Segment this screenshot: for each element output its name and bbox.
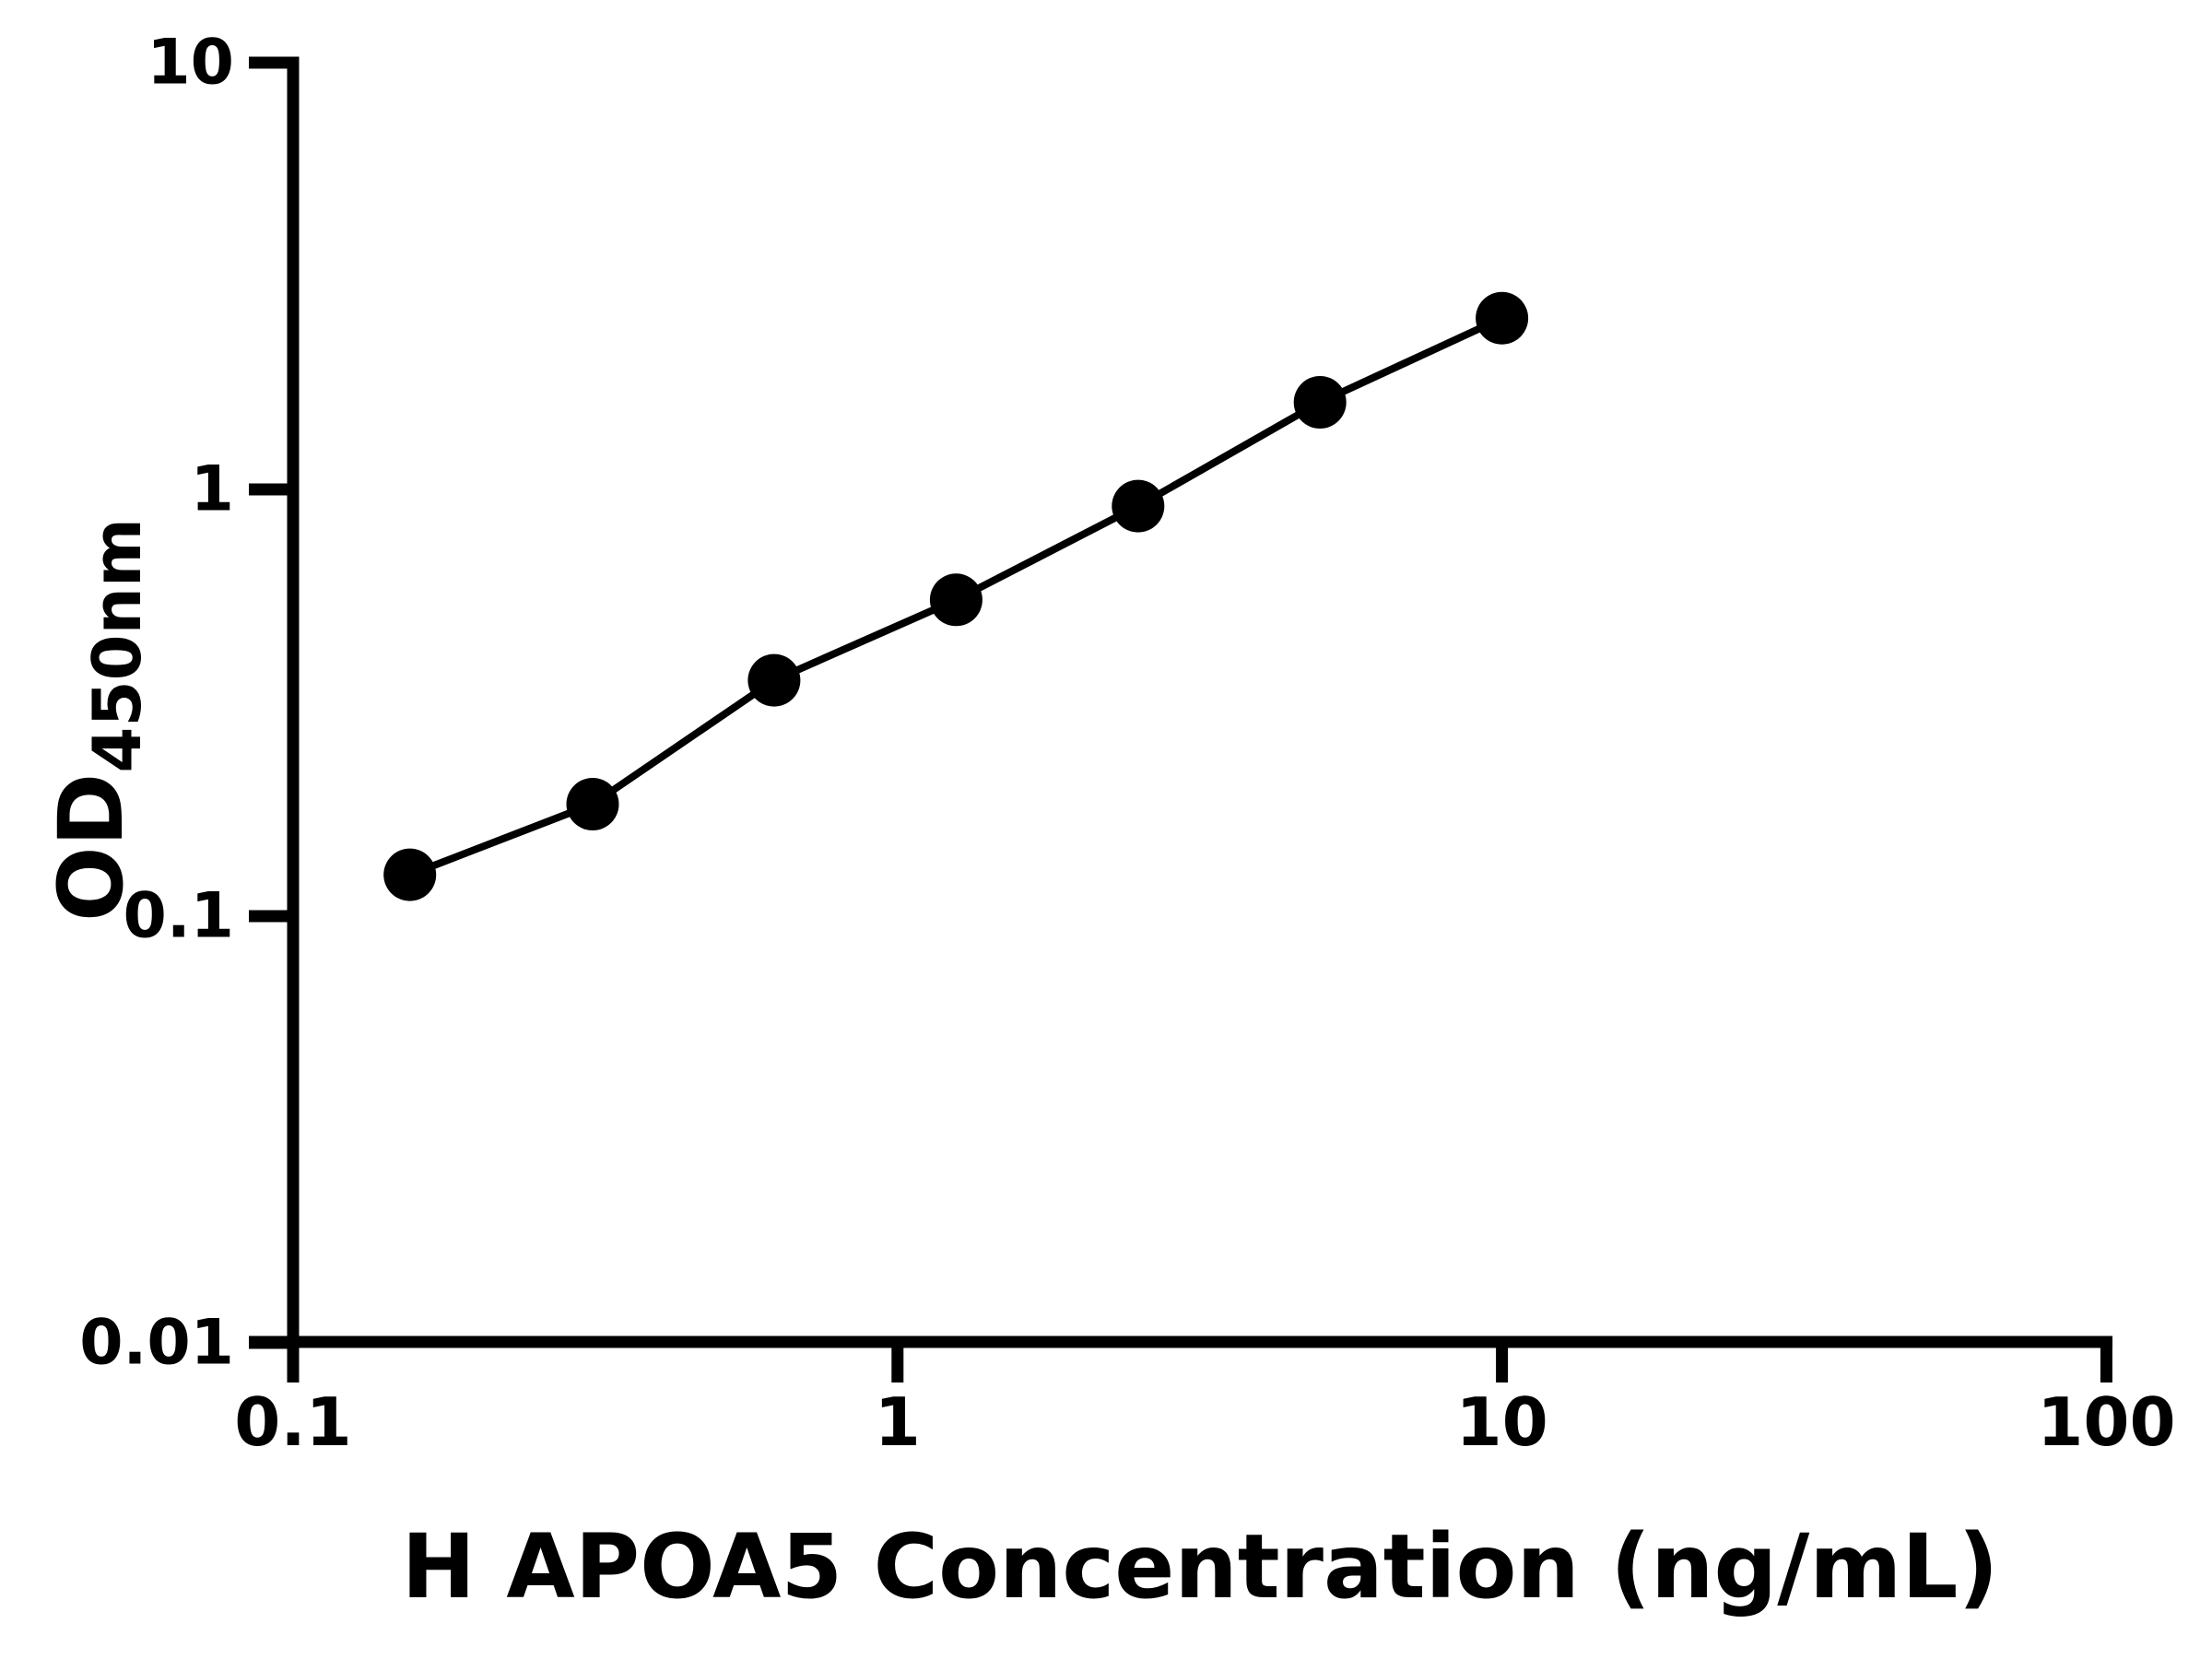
data-point xyxy=(929,573,982,627)
data-point xyxy=(747,653,801,707)
data-point xyxy=(383,848,437,901)
y-axis-tick-labels: 0.01 0.1 1 10 xyxy=(79,27,234,1380)
data-point xyxy=(1112,479,1165,533)
y-axis-ticks xyxy=(249,56,293,1349)
y-axis-title-subscript: 450nm xyxy=(78,518,156,773)
y-tick-label: 0.1 xyxy=(124,880,234,953)
x-axis-title: H APOA5 Concentration (ng/mL) xyxy=(402,1515,1999,1618)
x-tick-label: 10 xyxy=(1455,1383,1547,1461)
y-tick-label: 0.01 xyxy=(79,1307,234,1380)
y-axis-title-main: OD xyxy=(40,773,143,922)
y-axis-title: OD450nm xyxy=(40,518,156,922)
x-axis-tick-labels: 0.1 1 10 100 xyxy=(234,1383,2175,1461)
x-tick-label: 1 xyxy=(875,1383,921,1461)
x-axis-ticks xyxy=(287,1336,2112,1382)
y-tick-label: 1 xyxy=(191,453,234,526)
x-tick-label: 0.1 xyxy=(234,1383,352,1461)
x-tick-label: 100 xyxy=(2037,1383,2175,1461)
data-point xyxy=(1293,376,1347,429)
y-tick-label: 10 xyxy=(147,27,234,100)
data-point xyxy=(566,778,619,830)
data-points xyxy=(383,291,1529,901)
data-point xyxy=(1476,291,1529,345)
